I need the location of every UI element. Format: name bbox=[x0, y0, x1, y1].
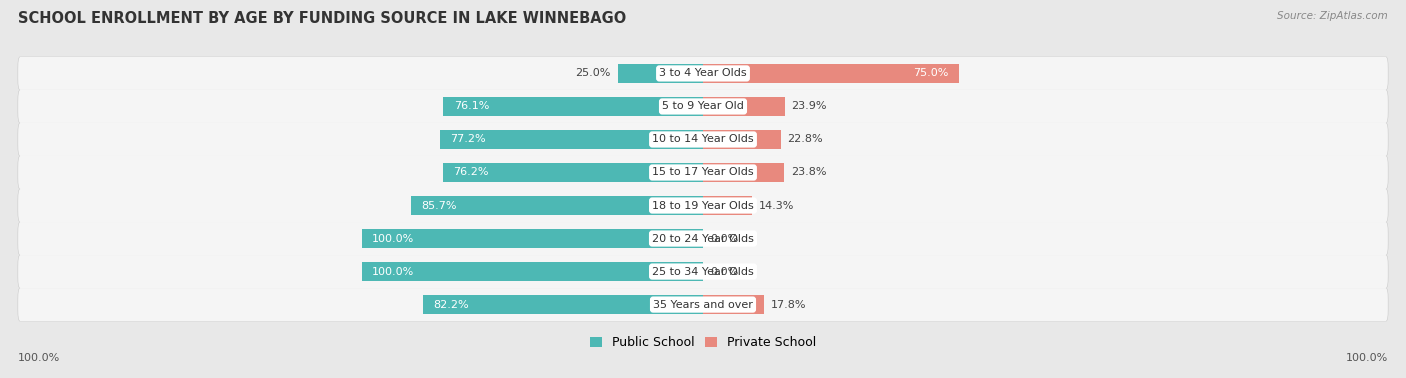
Legend: Public School, Private School: Public School, Private School bbox=[589, 336, 817, 349]
Bar bbox=[411, 196, 703, 215]
Bar bbox=[443, 97, 703, 116]
Text: 77.2%: 77.2% bbox=[450, 135, 485, 144]
Text: 85.7%: 85.7% bbox=[420, 200, 457, 211]
Bar bbox=[443, 163, 703, 182]
Text: 75.0%: 75.0% bbox=[912, 68, 949, 78]
FancyBboxPatch shape bbox=[17, 156, 1389, 189]
Bar bbox=[703, 130, 780, 149]
Text: 76.2%: 76.2% bbox=[453, 167, 489, 178]
Text: 22.8%: 22.8% bbox=[787, 135, 823, 144]
Text: 35 Years and over: 35 Years and over bbox=[652, 300, 754, 310]
Text: 5 to 9 Year Old: 5 to 9 Year Old bbox=[662, 101, 744, 112]
Text: 14.3%: 14.3% bbox=[759, 200, 794, 211]
Text: 18 to 19 Year Olds: 18 to 19 Year Olds bbox=[652, 200, 754, 211]
FancyBboxPatch shape bbox=[18, 57, 1388, 90]
Text: SCHOOL ENROLLMENT BY AGE BY FUNDING SOURCE IN LAKE WINNEBAGO: SCHOOL ENROLLMENT BY AGE BY FUNDING SOUR… bbox=[18, 11, 627, 26]
FancyBboxPatch shape bbox=[17, 57, 1389, 90]
Text: Source: ZipAtlas.com: Source: ZipAtlas.com bbox=[1277, 11, 1388, 21]
Bar bbox=[703, 295, 763, 314]
FancyBboxPatch shape bbox=[18, 255, 1388, 288]
Text: 76.1%: 76.1% bbox=[454, 101, 489, 112]
Bar bbox=[361, 262, 703, 281]
Bar bbox=[703, 163, 785, 182]
Bar bbox=[440, 130, 703, 149]
Bar bbox=[361, 229, 703, 248]
FancyBboxPatch shape bbox=[18, 189, 1388, 222]
Text: 100.0%: 100.0% bbox=[373, 266, 415, 277]
FancyBboxPatch shape bbox=[18, 156, 1388, 189]
Text: 25.0%: 25.0% bbox=[575, 68, 612, 78]
Text: 82.2%: 82.2% bbox=[433, 300, 468, 310]
Text: 10 to 14 Year Olds: 10 to 14 Year Olds bbox=[652, 135, 754, 144]
Text: 100.0%: 100.0% bbox=[373, 234, 415, 243]
FancyBboxPatch shape bbox=[18, 90, 1388, 123]
Text: 15 to 17 Year Olds: 15 to 17 Year Olds bbox=[652, 167, 754, 178]
Text: 25 to 34 Year Olds: 25 to 34 Year Olds bbox=[652, 266, 754, 277]
Text: 23.8%: 23.8% bbox=[792, 167, 827, 178]
FancyBboxPatch shape bbox=[17, 122, 1389, 156]
FancyBboxPatch shape bbox=[18, 288, 1388, 321]
Text: 0.0%: 0.0% bbox=[710, 266, 738, 277]
FancyBboxPatch shape bbox=[17, 90, 1389, 123]
FancyBboxPatch shape bbox=[17, 288, 1389, 321]
FancyBboxPatch shape bbox=[17, 189, 1389, 222]
Text: 100.0%: 100.0% bbox=[1346, 353, 1388, 363]
Text: 20 to 24 Year Olds: 20 to 24 Year Olds bbox=[652, 234, 754, 243]
Text: 100.0%: 100.0% bbox=[18, 353, 60, 363]
Text: 17.8%: 17.8% bbox=[770, 300, 806, 310]
FancyBboxPatch shape bbox=[18, 123, 1388, 156]
Text: 23.9%: 23.9% bbox=[792, 101, 827, 112]
Text: 0.0%: 0.0% bbox=[710, 234, 738, 243]
Text: 3 to 4 Year Olds: 3 to 4 Year Olds bbox=[659, 68, 747, 78]
Bar bbox=[703, 64, 959, 83]
FancyBboxPatch shape bbox=[18, 222, 1388, 255]
FancyBboxPatch shape bbox=[17, 255, 1389, 288]
Bar bbox=[703, 196, 752, 215]
Bar bbox=[703, 97, 785, 116]
FancyBboxPatch shape bbox=[17, 222, 1389, 256]
Bar bbox=[617, 64, 703, 83]
Bar bbox=[423, 295, 703, 314]
